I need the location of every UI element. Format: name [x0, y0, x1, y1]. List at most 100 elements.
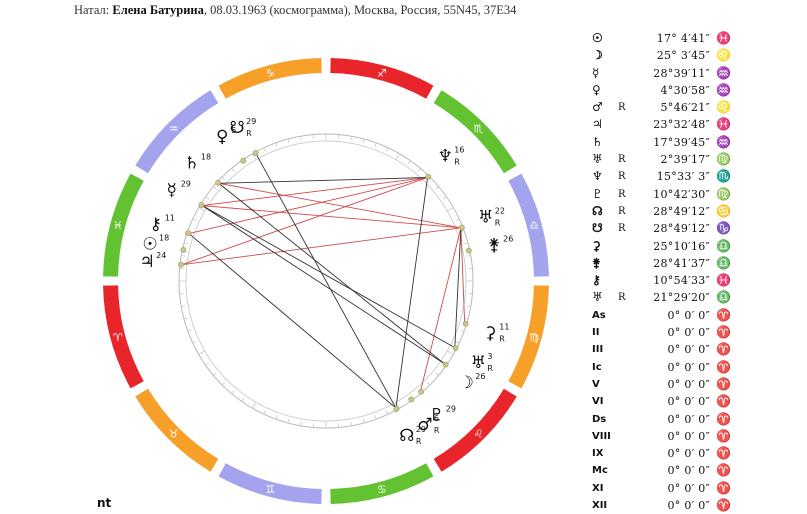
row-sign: ♈	[716, 341, 736, 358]
degree-tick	[396, 154, 400, 160]
degree-tick	[447, 351, 453, 355]
row-value: 0° 0′ 0″	[630, 497, 710, 514]
table-row: ⚷10°54′33″♓	[592, 272, 802, 289]
row-value: 28°49′12″	[630, 203, 710, 220]
degree-tick	[206, 363, 209, 365]
planet-marker-neptune: ♆16R	[438, 145, 465, 166]
row-sign: ♍	[716, 151, 736, 168]
planet-marker-mercury: ☿29	[166, 179, 190, 200]
row-glyph: IX	[592, 445, 616, 462]
planet-marker-ceres: ⚳11R	[484, 322, 509, 343]
row-glyph: ☊	[592, 203, 616, 220]
zodiac-glyph-leo: ♌	[473, 427, 483, 440]
row-value: 17° 4′41″	[630, 30, 710, 47]
planet-marker-south-node: ☋29R	[230, 117, 257, 138]
table-row: ♄17°39′45″♒	[592, 134, 802, 151]
planet-glyph-saturn: ♄	[184, 153, 199, 173]
row-glyph: Ds	[592, 411, 616, 428]
planet-glyph-moon: ☽	[459, 373, 474, 393]
planet-degree-jupiter: 24	[156, 251, 166, 260]
aspect-line-tense	[219, 177, 428, 183]
row-retro: R	[618, 186, 628, 203]
degree-tick	[264, 411, 266, 415]
degree-tick	[443, 197, 446, 199]
planet-dot-north-node	[394, 406, 399, 411]
degree-tick	[456, 219, 460, 221]
degree-tick	[447, 208, 453, 212]
row-value: 4°30′58″	[630, 82, 710, 99]
row-value: 2°39′17″	[630, 151, 710, 168]
row-sign: ♋	[716, 203, 736, 220]
row-glyph: III	[592, 341, 616, 358]
planet-degree-north-node-alt: 22	[495, 206, 505, 215]
aspect-line-tense	[189, 234, 396, 408]
planet-retro-north-node-alt: R	[495, 218, 501, 227]
row-value: 0° 0′ 0″	[630, 462, 710, 479]
degree-tick	[375, 143, 376, 147]
degree-tick	[181, 306, 185, 307]
row-glyph: VI	[592, 393, 616, 410]
degree-tick	[436, 373, 439, 376]
zodiac-glyph-virgo: ♍	[529, 331, 539, 344]
row-sign: ♏	[716, 168, 736, 185]
planet-degree-uranus: 3	[487, 352, 492, 361]
row-value: 0° 0′ 0″	[630, 480, 710, 497]
aspect-line-tense	[219, 183, 445, 364]
planet-dot-chiron	[185, 231, 190, 236]
degree-tick	[363, 419, 364, 423]
table-row: ♀4°30′58″♒	[592, 82, 802, 99]
row-glyph: Mc	[592, 462, 616, 479]
row-value: 0° 0′ 0″	[630, 411, 710, 428]
planet-marker-saturn: ♄18	[184, 152, 211, 173]
planet-degree-mercury: 29	[181, 179, 191, 188]
row-sign: ♈	[716, 462, 736, 479]
aspect-line-tense	[396, 177, 428, 408]
planet-retro-mars: R	[434, 426, 440, 435]
planet-retro-north-node: R	[416, 437, 422, 446]
degree-tick	[232, 391, 235, 394]
planet-glyph-south-node: ☋	[230, 118, 245, 138]
row-sign: ♎	[716, 238, 736, 255]
planet-marker-moon: ☽26	[459, 372, 486, 393]
zodiac-glyph-aquarius: ♒	[169, 123, 179, 136]
table-row: ♃23°32′48″♓	[592, 116, 802, 133]
row-sign: ♌	[716, 99, 736, 116]
row-value: 0° 0′ 0″	[630, 341, 710, 358]
degree-tick	[199, 208, 205, 212]
row-sign: ♑	[716, 220, 736, 237]
planet-degree-south-node: 29	[246, 117, 256, 126]
planet-glyph-neptune: ♆	[438, 146, 453, 166]
degree-tick	[181, 255, 185, 256]
row-value: 5°46′21″	[630, 99, 710, 116]
row-sign: ♍	[716, 186, 736, 203]
aspect-line-tense	[202, 206, 445, 364]
row-retro: R	[618, 151, 628, 168]
degree-tick	[418, 168, 421, 171]
row-glyph: ☋	[592, 220, 616, 237]
row-retro: R	[618, 99, 628, 116]
row-value: 0° 0′ 0″	[630, 307, 710, 324]
row-retro: R	[618, 289, 628, 306]
row-value: 15°33′ 3″	[630, 168, 710, 185]
planet-degree-ceres: 11	[499, 322, 509, 331]
row-sign: ♈	[716, 307, 736, 324]
planet-degree-pluto: 29	[446, 404, 456, 413]
planet-dot-vesta	[466, 248, 471, 253]
row-sign: ♈	[716, 480, 736, 497]
row-sign: ♎	[716, 289, 736, 306]
planet-retro-ceres: R	[499, 334, 505, 343]
zodiac-segment-aries	[103, 285, 144, 388]
degree-tick	[427, 382, 430, 385]
row-sign: ♒	[716, 65, 736, 82]
degree-tick	[386, 411, 388, 415]
zodiac-glyph-gemini: ♊	[265, 483, 275, 496]
